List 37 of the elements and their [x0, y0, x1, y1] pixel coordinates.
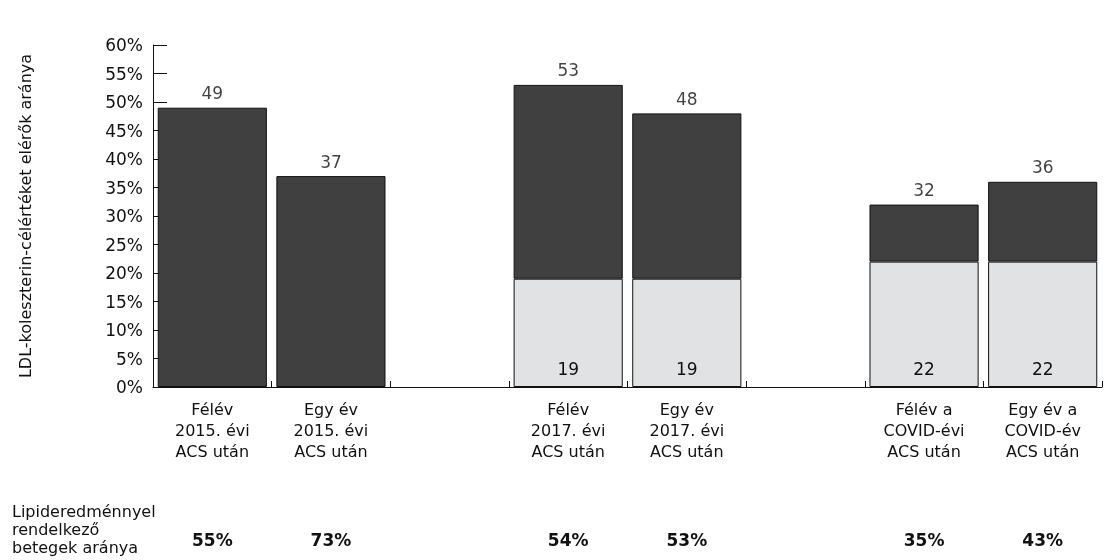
y-tick-label: 50% [105, 92, 143, 112]
text: 73% [310, 530, 352, 550]
total-label: 48 [675, 88, 698, 109]
total-label: 32 [913, 180, 935, 201]
text: Lipideredménnyel rendelkező betegek aránya [12, 501, 156, 557]
y-tick-label: 30% [105, 206, 143, 226]
y-tick-label: 10% [105, 320, 143, 340]
text: 43% [1022, 530, 1064, 550]
total-label: 49 [201, 83, 224, 104]
y-tick-label: 0% [116, 377, 143, 397]
y-tick-label: 55% [105, 63, 143, 84]
data-label: 22 [913, 358, 935, 379]
y-tick-label: 5% [116, 348, 143, 369]
y-tick-label: 20% [105, 263, 143, 283]
x-tick-label: Félév 2017. évi ACS után [530, 400, 606, 461]
data-label: 19 [557, 358, 580, 379]
total-label: 53 [557, 60, 580, 81]
y-tick-label: 35% [105, 177, 143, 198]
x-tick-label: Félév 2015. évi ACS után [174, 400, 250, 461]
y-axis-title: LDL-koleszterin-célértéket elérők aránya [15, 53, 35, 379]
y-tick-label: 40% [105, 149, 143, 169]
total-label: 37 [320, 151, 342, 172]
data-label: 19 [675, 358, 698, 379]
y-tick-label: 25% [105, 234, 143, 255]
y-tick-label: 45% [105, 120, 143, 141]
text: 54% [547, 530, 589, 550]
total-label: 36 [1031, 157, 1054, 178]
text: 55% [191, 530, 233, 550]
x-tick-label: Félév a COVID-évi ACS után [883, 400, 965, 461]
text: 35% [903, 530, 945, 550]
text: 53% [666, 530, 708, 550]
x-tick-label: Egy év 2017. évi ACS után [649, 400, 725, 461]
y-tick-label: 15% [105, 291, 143, 312]
data-label: 22 [1031, 358, 1054, 379]
y-tick-label: 60% [105, 35, 143, 55]
x-tick-label: Egy év a COVID-év ACS után [1004, 400, 1081, 461]
x-tick-label: Egy év 2015. évi ACS után [293, 400, 369, 461]
